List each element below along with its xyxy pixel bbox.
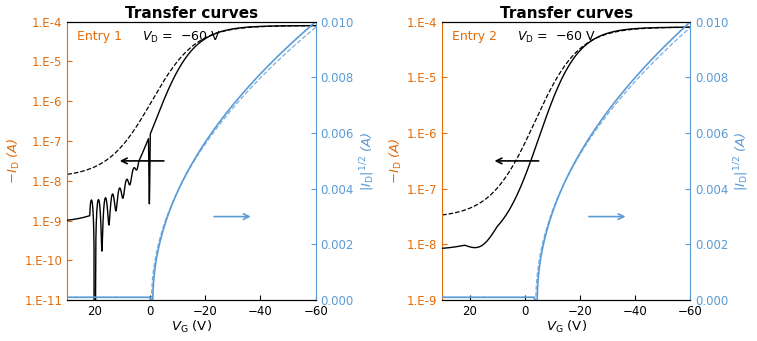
X-axis label: $V_\mathrm{G}$ (V): $V_\mathrm{G}$ (V) (171, 319, 212, 336)
Text: Entry 1: Entry 1 (77, 30, 122, 43)
Text: $V_\mathrm{D}$ =  −60 V: $V_\mathrm{D}$ = −60 V (142, 30, 220, 45)
Y-axis label: $|I_\mathrm{D}|^{1/2}$ (A): $|I_\mathrm{D}|^{1/2}$ (A) (733, 131, 752, 191)
X-axis label: $V_\mathrm{G}$ (V): $V_\mathrm{G}$ (V) (546, 319, 587, 336)
Text: Entry 2: Entry 2 (452, 30, 497, 43)
Text: $V_\mathrm{D}$ =  −60 V: $V_\mathrm{D}$ = −60 V (516, 30, 596, 45)
Y-axis label: $|I_\mathrm{D}|^{1/2}$ (A): $|I_\mathrm{D}|^{1/2}$ (A) (358, 131, 377, 191)
Y-axis label: $-I_\mathrm{D}$ (A): $-I_\mathrm{D}$ (A) (388, 137, 404, 184)
Title: Transfer curves: Transfer curves (500, 5, 633, 20)
Y-axis label: $-I_\mathrm{D}$ (A): $-I_\mathrm{D}$ (A) (5, 137, 22, 184)
Title: Transfer curves: Transfer curves (125, 5, 258, 20)
